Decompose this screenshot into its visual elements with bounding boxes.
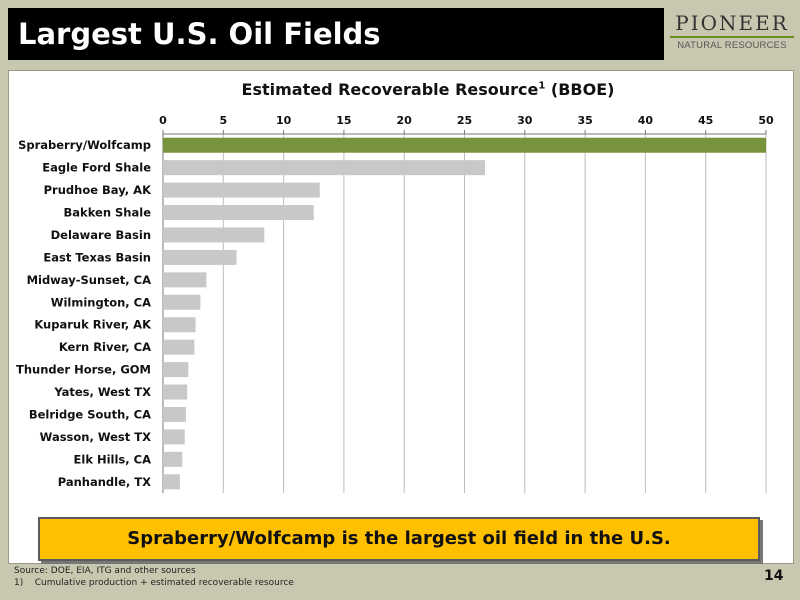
page-number: 14	[764, 568, 784, 584]
bar	[163, 384, 188, 400]
x-tick-label: 40	[638, 114, 654, 127]
category-label: Thunder Horse, GOM	[16, 363, 151, 377]
x-tick-label: 5	[219, 114, 227, 127]
x-tick-label: 30	[517, 114, 533, 127]
x-tick-label: 45	[698, 114, 713, 127]
bar	[163, 249, 237, 265]
category-label: Prudhoe Bay, AK	[44, 183, 152, 197]
slide-title: Largest U.S. Oil Fields	[8, 8, 664, 60]
bar	[163, 227, 265, 243]
x-tick-label: 35	[577, 114, 592, 127]
category-label: Kuparuk River, AK	[34, 318, 152, 332]
x-tick-label: 10	[276, 114, 292, 127]
bar	[163, 294, 201, 310]
logo-main-text: PIONEER	[675, 11, 789, 35]
footnote-marker: 1)	[14, 578, 24, 588]
chart-title-footnote-marker: 1	[538, 80, 546, 92]
footnotes: Source: DOE, EIA, ITG and other sources …	[14, 565, 294, 589]
category-label: Yates, West TX	[53, 385, 151, 399]
x-tick-label: 50	[758, 114, 774, 127]
x-tick-label: 0	[159, 114, 167, 127]
bar	[163, 339, 195, 355]
category-label: Elk Hills, CA	[74, 452, 152, 466]
category-label: Eagle Ford Shale	[42, 161, 151, 175]
category-label: Wilmington, CA	[51, 295, 151, 309]
x-tick-label: 20	[397, 114, 413, 127]
callout-banner: Spraberry/Wolfcamp is the largest oil fi…	[38, 517, 760, 561]
source-note: Source: DOE, EIA, ITG and other sources	[14, 566, 196, 576]
category-label: East Texas Basin	[43, 250, 151, 264]
x-tick-label: 15	[336, 114, 351, 127]
footnote-1: 1) Cumulative production + estimated rec…	[14, 577, 294, 589]
category-label: Midway-Sunset, CA	[27, 273, 152, 287]
bar	[163, 451, 183, 467]
chart-title: Estimated Recoverable Resource1 (BBOE)	[0, 80, 800, 99]
company-logo: PIONEER NATURAL RESOURCES	[670, 10, 794, 56]
bar	[163, 205, 314, 221]
bar	[163, 137, 766, 153]
category-label: Belridge South, CA	[29, 407, 151, 421]
footnote-text: Cumulative production + estimated recove…	[34, 578, 294, 588]
logo-sub-text: NATURAL RESOURCES	[670, 36, 794, 52]
chart-title-text: Estimated Recoverable Resource	[241, 80, 539, 99]
bar	[163, 406, 186, 422]
category-label: Wasson, West TX	[40, 430, 151, 444]
bar	[163, 429, 185, 445]
chart-title-unit: (BBOE)	[550, 80, 615, 99]
category-label: Panhandle, TX	[58, 475, 151, 489]
category-label: Bakken Shale	[64, 206, 152, 220]
bar	[163, 160, 486, 176]
category-label: Spraberry/Wolfcamp	[18, 138, 151, 152]
bar	[163, 317, 196, 333]
bar	[163, 474, 180, 490]
category-label: Delaware Basin	[51, 228, 151, 242]
category-label: Kern River, CA	[59, 340, 151, 354]
bar	[163, 182, 320, 198]
bar	[163, 272, 207, 288]
bar	[163, 362, 189, 378]
x-tick-label: 25	[457, 114, 472, 127]
